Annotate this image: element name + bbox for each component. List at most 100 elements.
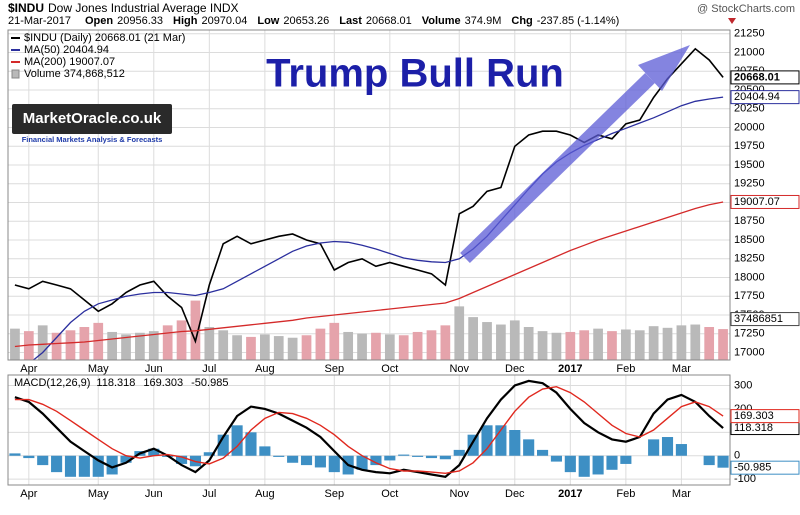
histogram-bar (412, 455, 424, 457)
quote-value: 20653.26 (283, 15, 329, 27)
y-tick-label: 18250 (734, 253, 765, 265)
histogram-bar (398, 454, 410, 456)
x-tick-label: Jul (202, 363, 216, 375)
histogram-bar (287, 455, 299, 463)
volume-bar (621, 329, 631, 360)
legend-label: MA(50) 20404.94 (24, 44, 109, 56)
arrow-shaft (460, 72, 655, 264)
last-value-tag (730, 70, 800, 85)
y-tick-label: 0 (734, 450, 740, 462)
volume-bar (537, 331, 548, 360)
quote-value: 20970.04 (201, 15, 247, 27)
last-value-label: 20668.01 (734, 71, 780, 83)
volume-bar (607, 331, 617, 360)
y-tick-label: 21250 (734, 28, 765, 40)
volume-bar (121, 334, 131, 360)
last-value-tag (730, 90, 800, 105)
histogram-bar (648, 439, 660, 456)
dropdown-icon[interactable] (728, 18, 736, 24)
volume-bar (232, 335, 242, 360)
histogram-bar (523, 439, 535, 456)
volume-bar (301, 335, 312, 360)
x-tick-label: Jun (145, 488, 163, 500)
histogram-bar (425, 455, 438, 459)
y-tick-label: 17000 (734, 346, 765, 358)
macd-panel-border (7, 374, 731, 486)
volume-bar (204, 327, 215, 360)
last-value-tag (730, 409, 800, 424)
histogram-bar (120, 455, 132, 463)
histogram-bar (564, 455, 576, 473)
histogram-bar (620, 455, 632, 464)
legend-label: -50.985 (191, 377, 228, 389)
y-tick-label: 17750 (734, 290, 765, 302)
volume-bar (246, 336, 256, 360)
x-tick-label: Oct (381, 363, 398, 375)
volume-bar (384, 334, 395, 360)
logo-box (12, 104, 172, 134)
volume-bar (648, 326, 659, 360)
trend-arrow (460, 45, 690, 264)
histogram-bar (217, 434, 229, 456)
y-tick-label: 17250 (734, 328, 765, 340)
volume-bar (579, 330, 590, 360)
histogram-bar (106, 455, 118, 475)
logo-subtitle: Financial Markets Analysis & Forecasts (22, 135, 163, 144)
y-tick-label: 19500 (734, 159, 765, 171)
volume-bar (690, 324, 701, 360)
volume-bar (315, 328, 326, 360)
volume-bar (634, 330, 645, 360)
volume-bar (565, 331, 576, 360)
series-line (32, 96, 724, 360)
x-tick-label: Jun (145, 363, 163, 375)
x-tick-label: Sep (324, 488, 344, 500)
series-line (14, 385, 724, 475)
histogram-bar (550, 455, 562, 462)
histogram-bar (675, 444, 687, 456)
quote-value: 20668.01 (366, 15, 412, 27)
x-tick-label: Aug (255, 488, 275, 500)
x-tick-label: 2017 (558, 488, 582, 500)
x-tick-label: Feb (616, 488, 635, 500)
histogram-bar (328, 455, 340, 473)
x-tick-label: Apr (20, 363, 37, 375)
legend-swatch (11, 69, 20, 79)
last-value-label: -50.985 (734, 462, 771, 474)
volume-bar (718, 329, 728, 360)
histogram-bar (717, 455, 729, 468)
histogram-bar (273, 455, 285, 457)
histogram-bar (37, 455, 49, 466)
histogram-bar (51, 455, 63, 473)
volume-bar (93, 322, 104, 360)
x-tick-label: Nov (449, 363, 469, 375)
y-tick-label: 19750 (734, 140, 765, 152)
price-panel-border (7, 29, 731, 361)
quote-label: Volume (422, 15, 461, 27)
histogram-bar (592, 455, 604, 475)
volume-bar (329, 322, 340, 360)
labels: $INDU Dow Jones Industrial Average INDX … (8, 1, 800, 500)
histogram-bar (495, 425, 507, 456)
y-tick-label: 18750 (734, 215, 765, 227)
histogram-bar (439, 455, 451, 460)
y-tick-label: 21000 (734, 46, 765, 58)
quote-label: Last (339, 15, 362, 27)
macd-title: MACD(12,26,9) (14, 377, 90, 389)
y-tick-label: 18000 (734, 271, 765, 283)
quote-label: Low (257, 15, 279, 27)
histogram-bar (92, 455, 104, 477)
histogram-bar (300, 455, 313, 466)
last-value-tag (730, 460, 800, 475)
histogram-bar (9, 453, 21, 456)
histogram-bar (453, 449, 465, 456)
histogram-bar (537, 449, 549, 456)
credit: @ StockCharts.com (697, 3, 795, 15)
legend-label: MA(200) 19007.07 (24, 56, 115, 68)
volume-bar (79, 327, 90, 360)
x-tick-label: May (88, 488, 109, 500)
price-plot (10, 47, 728, 360)
volume-bar (398, 335, 409, 360)
x-tick-label: May (88, 363, 109, 375)
legend-label: Volume 374,868,512 (24, 68, 125, 80)
